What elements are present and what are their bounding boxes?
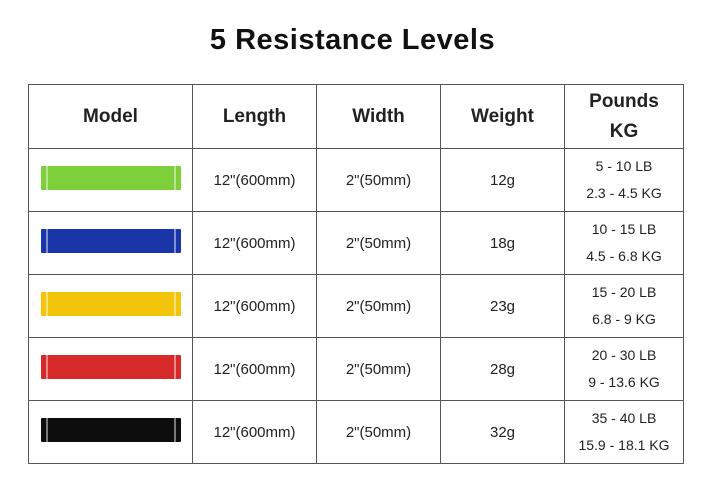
table-row: 12"(600mm) 2"(50mm) 12g 5 - 10 LB 2.3 - … [28,148,684,212]
range-lb: 20 - 30 LB [591,347,657,363]
range-kg: 6.8 - 9 KG [592,311,656,327]
length-cell: 12"(600mm) [192,337,317,401]
header-pounds-kg: Pounds KG [564,84,684,149]
resistance-band-icon [40,166,181,190]
resistance-band-icon [40,229,181,253]
width-cell: 2"(50mm) [316,148,441,212]
resistance-table: Model Length Width Weight Pounds KG 12"(… [28,84,684,464]
range-cell: 10 - 15 LB 4.5 - 6.8 KG [564,211,684,275]
weight-cell: 23g [440,274,565,338]
header-length: Length [192,84,317,149]
range-kg: 2.3 - 4.5 KG [586,185,662,201]
range-lb: 35 - 40 LB [591,410,657,426]
header-pounds: Pounds [589,90,659,112]
range-cell: 20 - 30 LB 9 - 13.6 KG [564,337,684,401]
model-cell [28,211,193,275]
range-lb: 5 - 10 LB [595,158,653,174]
table-row: 12"(600mm) 2"(50mm) 28g 20 - 30 LB 9 - 1… [28,337,684,401]
header-weight: Weight [440,84,565,149]
range-kg: 4.5 - 6.8 KG [586,248,662,264]
range-lb: 10 - 15 LB [591,221,657,237]
width-cell: 2"(50mm) [316,274,441,338]
width-cell: 2"(50mm) [316,211,441,275]
model-cell [28,400,193,464]
range-lb: 15 - 20 LB [591,284,657,300]
header-width: Width [316,84,441,149]
table-row: 12"(600mm) 2"(50mm) 18g 10 - 15 LB 4.5 -… [28,211,684,275]
model-cell [28,274,193,338]
resistance-band-icon [40,292,181,316]
model-cell [28,148,193,212]
range-kg: 9 - 13.6 KG [588,374,660,390]
width-cell: 2"(50mm) [316,400,441,464]
weight-cell: 32g [440,400,565,464]
range-cell: 15 - 20 LB 6.8 - 9 KG [564,274,684,338]
table-row: 12"(600mm) 2"(50mm) 32g 35 - 40 LB 15.9 … [28,400,684,464]
weight-cell: 28g [440,337,565,401]
range-cell: 35 - 40 LB 15.9 - 18.1 KG [564,400,684,464]
model-cell [28,337,193,401]
range-cell: 5 - 10 LB 2.3 - 4.5 KG [564,148,684,212]
width-cell: 2"(50mm) [316,337,441,401]
weight-cell: 18g [440,211,565,275]
page-title: 5 Resistance Levels [209,24,496,56]
length-cell: 12"(600mm) [192,400,317,464]
header-kg: KG [609,120,639,142]
length-cell: 12"(600mm) [192,274,317,338]
table-row: 12"(600mm) 2"(50mm) 23g 15 - 20 LB 6.8 -… [28,274,684,338]
weight-cell: 12g [440,148,565,212]
length-cell: 12"(600mm) [192,148,317,212]
table-header-row: Model Length Width Weight Pounds KG [28,84,684,149]
header-model: Model [28,84,193,149]
resistance-band-icon [40,418,181,442]
length-cell: 12"(600mm) [192,211,317,275]
resistance-band-icon [40,355,181,379]
range-kg: 15.9 - 18.1 KG [578,437,670,453]
